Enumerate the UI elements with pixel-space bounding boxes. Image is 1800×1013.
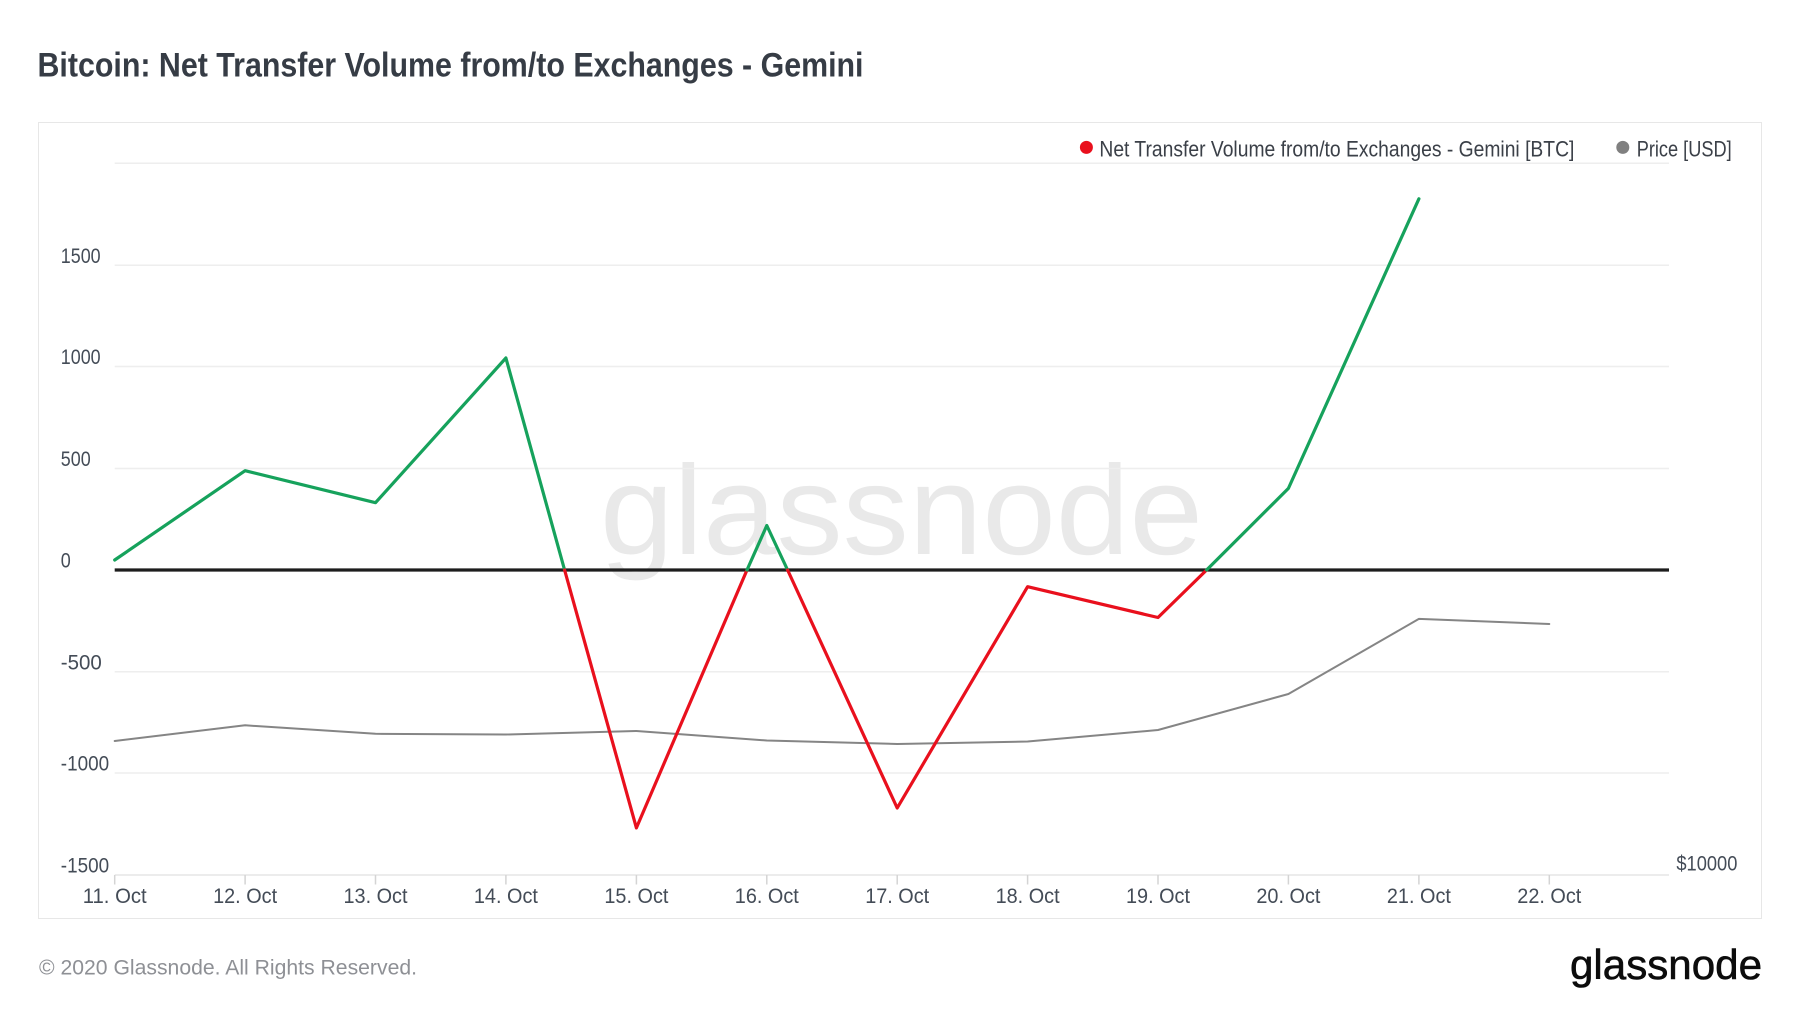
svg-text:1500: 1500 bbox=[61, 245, 101, 268]
svg-text:15. Oct: 15. Oct bbox=[604, 885, 668, 908]
svg-text:12. Oct: 12. Oct bbox=[213, 885, 277, 908]
svg-text:17. Oct: 17. Oct bbox=[865, 885, 929, 908]
svg-text:-1000: -1000 bbox=[61, 753, 109, 776]
svg-text:Price [USD]: Price [USD] bbox=[1637, 136, 1732, 161]
svg-text:19. Oct: 19. Oct bbox=[1126, 885, 1190, 908]
svg-text:500: 500 bbox=[61, 448, 91, 471]
svg-text:11. Oct: 11. Oct bbox=[83, 885, 147, 908]
svg-text:-500: -500 bbox=[61, 651, 102, 674]
svg-text:14. Oct: 14. Oct bbox=[474, 885, 538, 908]
svg-text:-1500: -1500 bbox=[61, 855, 109, 878]
svg-text:Net Transfer Volume from/to Ex: Net Transfer Volume from/to Exchanges - … bbox=[1099, 136, 1574, 161]
svg-text:1000: 1000 bbox=[61, 346, 101, 369]
svg-text:20. Oct: 20. Oct bbox=[1256, 885, 1320, 908]
svg-text:$10000: $10000 bbox=[1676, 853, 1737, 876]
svg-text:glassnode: glassnode bbox=[600, 439, 1203, 581]
svg-text:0: 0 bbox=[61, 550, 71, 573]
svg-text:13. Oct: 13. Oct bbox=[344, 885, 408, 908]
svg-text:Bitcoin: Net Transfer Volume f: Bitcoin: Net Transfer Volume from/to Exc… bbox=[38, 46, 864, 84]
svg-text:18. Oct: 18. Oct bbox=[996, 885, 1060, 908]
svg-text:16. Oct: 16. Oct bbox=[735, 885, 799, 908]
svg-text:© 2020 Glassnode. All Rights R: © 2020 Glassnode. All Rights Reserved. bbox=[39, 957, 417, 980]
svg-text:21. Oct: 21. Oct bbox=[1387, 885, 1451, 908]
svg-text:22. Oct: 22. Oct bbox=[1517, 885, 1581, 908]
svg-text:glassnode: glassnode bbox=[1570, 941, 1762, 988]
